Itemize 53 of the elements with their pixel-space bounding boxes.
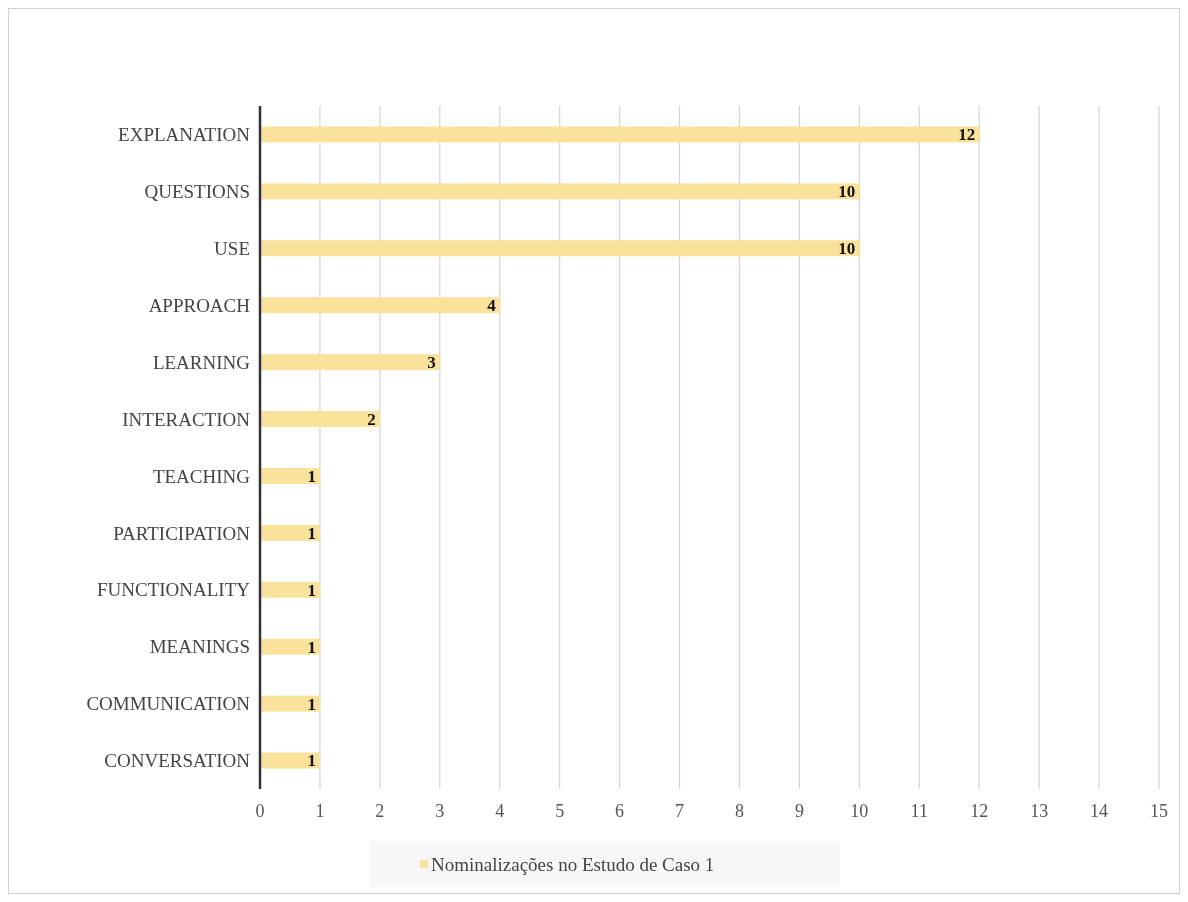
x-tick-label: 6: [615, 801, 625, 821]
y-tick-label: PARTICIPATION: [113, 522, 251, 544]
data-label: 1: [307, 637, 316, 657]
y-tick-label: USE: [214, 237, 250, 259]
x-tick-label: 1: [315, 801, 325, 821]
bar: [260, 752, 320, 769]
x-tick-label: 14: [1090, 801, 1109, 821]
bar: [260, 411, 380, 428]
x-tick-label: 3: [435, 801, 445, 821]
y-tick-label: COMMUNICATION: [86, 693, 251, 715]
bar: [260, 297, 500, 314]
data-label: 1: [307, 523, 316, 543]
y-tick-label: EXPLANATION: [118, 124, 251, 146]
y-tick-label: QUESTIONS: [144, 181, 250, 203]
x-tick-label: 13: [1030, 801, 1049, 821]
x-tick-label: 0: [255, 801, 265, 821]
bar: [260, 354, 440, 371]
data-label: 1: [307, 580, 316, 600]
data-label: 1: [307, 694, 316, 714]
y-tick-label: LEARNING: [152, 351, 251, 373]
data-label: 1: [307, 466, 316, 486]
bar: [260, 126, 980, 143]
y-tick-label: TEACHING: [152, 465, 251, 487]
data-label: 12: [958, 125, 976, 145]
data-label: 3: [427, 353, 436, 373]
x-tick-label: 11: [910, 801, 928, 821]
data-label: 10: [838, 182, 856, 202]
x-tick-label: 8: [734, 801, 744, 821]
bar: [260, 638, 320, 655]
x-tick-label: 5: [555, 801, 565, 821]
y-tick-label: APPROACH: [148, 294, 251, 316]
bar: [260, 183, 860, 200]
data-label: 10: [838, 239, 856, 259]
bar: [260, 524, 320, 541]
x-tick-label: 15: [1150, 801, 1168, 821]
data-label: 1: [307, 751, 316, 771]
y-tick-label: FUNCTIONALITY: [96, 579, 251, 601]
data-label: 2: [367, 409, 376, 429]
x-tick-label: 10: [850, 801, 869, 821]
x-tick-label: 7: [675, 801, 685, 821]
x-tick-label: 12: [970, 801, 989, 821]
y-tick-label: MEANINGS: [149, 636, 250, 658]
y-tick-label: CONVERSATION: [104, 750, 251, 772]
x-tick-label: 4: [495, 801, 505, 821]
y-tick-label: INTERACTION: [122, 408, 251, 430]
bar: [260, 695, 320, 712]
x-tick-label: 2: [375, 801, 385, 821]
bar: [260, 581, 320, 598]
legend-label: Nominalizações no Estudo de Caso 1: [431, 853, 715, 875]
data-label: 4: [487, 296, 497, 316]
x-tick-label: 9: [794, 801, 804, 821]
bar: [260, 240, 860, 257]
bar: [260, 467, 320, 484]
